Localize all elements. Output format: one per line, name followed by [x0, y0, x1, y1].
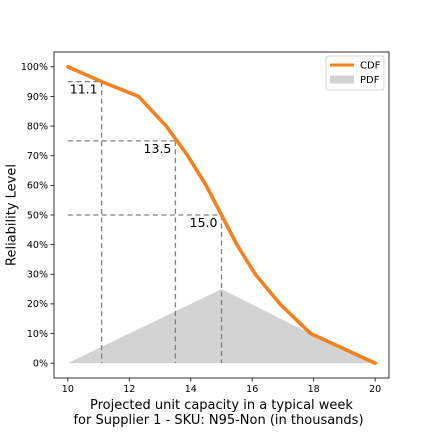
x-axis-label-line-2: for Supplier 1 - SKU: N95-Non (in thousa…: [73, 413, 363, 428]
x-tick-label: 20: [369, 384, 381, 395]
y-tick-label: 100%: [21, 62, 48, 73]
legend-pdf-label: PDF: [360, 75, 380, 86]
x-tick-label: 16: [246, 384, 258, 395]
y-tick-label: 40%: [27, 240, 48, 251]
y-tick-label: 80%: [27, 121, 48, 132]
y-tick-label: 0%: [33, 358, 48, 369]
legend-pdf-swatch: [330, 75, 354, 84]
x-tick-label: 12: [123, 384, 135, 395]
legend: CDF PDF: [325, 55, 385, 91]
annotation-label-13.5: 13.5: [144, 141, 172, 156]
annotation-label-15.0: 15.0: [190, 215, 218, 230]
x-tick-label: 10: [62, 384, 74, 395]
x-axis-label-line-1: Projected unit capacity in a typical wee…: [90, 398, 353, 413]
x-tick-label: 14: [185, 384, 197, 395]
y-tick-label: 90%: [27, 92, 48, 103]
cdf-line: [66, 65, 377, 365]
y-axis-label: Reliability Level: [5, 164, 20, 266]
y-tick-label: 70%: [27, 151, 48, 162]
y-tick-label: 10%: [27, 329, 48, 340]
y-tick-label: 60%: [27, 181, 48, 192]
y-tick-label: 50%: [27, 210, 48, 221]
y-tick-label: 20%: [27, 299, 48, 310]
y-tick-label: 30%: [27, 270, 48, 281]
annotation-label-11.1: 11.1: [70, 82, 98, 97]
legend-cdf-label: CDF: [360, 61, 381, 72]
x-tick-label: 18: [308, 384, 320, 395]
